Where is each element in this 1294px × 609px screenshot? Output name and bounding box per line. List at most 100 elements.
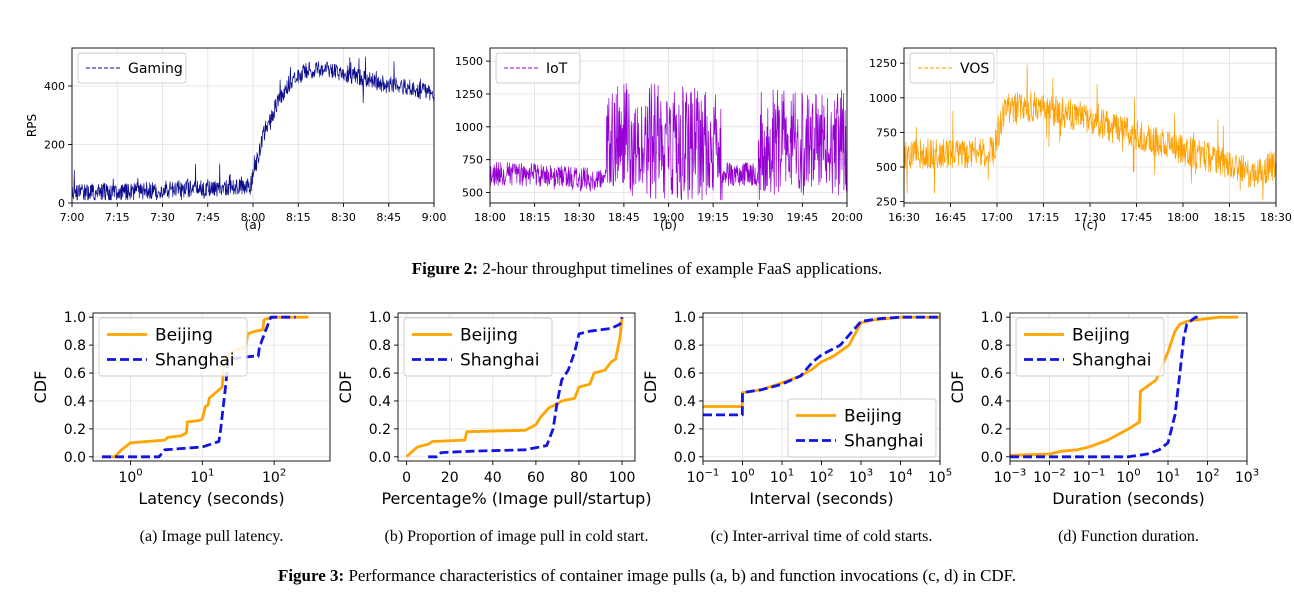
series-line xyxy=(903,64,1277,201)
chart-function-duration: 10−3 10−2 10−1 100 101 102 103 0.0 0.2 0.4 0.6 0.8 1… xyxy=(948,310,1259,545)
y-tick-label: 0.4 xyxy=(369,394,391,410)
subfigure-label: (a) Image pull latency. xyxy=(140,528,284,545)
x-axis-label: Percentage% (Image pull/startup) xyxy=(381,489,651,508)
y-tick-label: 0.6 xyxy=(369,366,391,382)
x-tick-label: 101 xyxy=(1156,468,1180,486)
series-line xyxy=(428,316,624,459)
x-axis-label: Duration (seconds) xyxy=(1052,489,1204,508)
x-tick-label: 101 xyxy=(770,468,794,486)
y-tick-label: 0.8 xyxy=(369,338,391,354)
x-tick-label: 20:00 xyxy=(831,211,863,224)
y-tick-label: 1000 xyxy=(869,92,897,105)
axis-ticks: 7:00 7:15 7:30 7:45 8:00 8:15 8:30 8:45 9:00 0 200… xyxy=(44,80,446,224)
y-tick-label: 1.0 xyxy=(674,310,696,326)
series-vos xyxy=(903,64,1277,201)
legend: Beijing Shanghai xyxy=(403,317,553,377)
series-gaming xyxy=(71,56,435,201)
axis-ticks: 10−3 10−2 10−1 100 101 102 103 0.0 0.2 0.4 0.6 0.8 1… xyxy=(981,310,1259,486)
axis-ticks: 16:30 16:45 17:00 17:15 17:30 17:45 18:00 18:15… xyxy=(869,57,1292,224)
y-tick-label: 0.2 xyxy=(674,422,696,438)
plot-frame xyxy=(397,312,636,462)
y-axis-label: CDF xyxy=(641,371,660,404)
series-line xyxy=(71,56,435,201)
axis-ticks: 10−1 100 101 102 103 104 105 0.0 0.2 0.4 0.6 0.8 1.0 xyxy=(674,310,952,486)
x-tick-label: 16:45 xyxy=(935,211,967,224)
y-tick-label: 0 xyxy=(58,197,65,210)
series-line xyxy=(102,315,309,459)
legend-label: IoT xyxy=(546,61,568,77)
chart-gaming-throughput: 7:00 7:15 7:30 7:45 8:00 8:15 8:30 8:45 9:00 0 200… xyxy=(25,47,446,232)
figure2-caption-text: 2-hour throughput timelines of example F… xyxy=(478,259,882,278)
chart-vos-throughput: 16:30 16:45 17:00 17:15 17:30 17:45 18:00 18:15… xyxy=(869,47,1292,232)
chart-image-pull-latency: 100 101 102 0.0 0.2 0.4 0.6 0.8 1.0 Latency (seco… xyxy=(31,310,331,545)
x-axis-label: Latency (seconds) xyxy=(138,489,284,508)
legend-label: Shanghai xyxy=(1072,351,1151,371)
y-tick-label: 0.6 xyxy=(674,366,696,382)
y-tick-label: 750 xyxy=(876,126,897,139)
x-tick-label: 60 xyxy=(527,470,545,486)
series-shanghai xyxy=(703,315,940,417)
subfigure-label: (b) xyxy=(660,218,677,232)
x-tick-label: 19:30 xyxy=(742,211,774,224)
chart-image-pull-proportion: 0 20 40 60 80 100 0.0 0.2 0.4 0.6 0.8 1.0 Percentage… xyxy=(336,310,652,545)
chart-iot-throughput: 18:00 18:15 18:30 18:45 19:00 19:15 19:30 19:45… xyxy=(455,47,863,232)
figure3-caption-label: Figure 3: xyxy=(278,566,344,585)
y-axis-label: CDF xyxy=(948,371,967,404)
y-tick-label: 0.2 xyxy=(369,422,391,438)
x-tick-label: 18:15 xyxy=(1214,211,1246,224)
y-tick-label: 0.2 xyxy=(64,422,86,438)
x-tick-label: 10−2 xyxy=(1033,468,1066,486)
axis-ticks: 0 20 40 60 80 100 0.0 0.2 0.4 0.6 0.8 1.0 xyxy=(369,310,636,486)
y-tick-label: 1.0 xyxy=(369,310,391,326)
legend-label: VOS xyxy=(960,61,989,77)
y-tick-label: 0.8 xyxy=(64,338,86,354)
y-tick-label: 0.0 xyxy=(674,450,696,466)
series-line xyxy=(489,83,848,201)
x-tick-label: 8:30 xyxy=(331,211,356,224)
x-tick-label: 17:15 xyxy=(1028,211,1060,224)
x-tick-label: 0 xyxy=(402,470,411,486)
x-tick-label: 40 xyxy=(484,470,502,486)
y-tick-label: 0.8 xyxy=(674,338,696,354)
x-tick-label: 100 xyxy=(1116,468,1140,486)
x-tick-label: 105 xyxy=(928,468,952,486)
legend-label: Shanghai xyxy=(460,351,539,371)
legend-label: Gaming xyxy=(128,61,183,77)
y-tick-label: 0.4 xyxy=(64,394,86,410)
legend: Gaming xyxy=(77,52,187,84)
x-tick-label: 8:45 xyxy=(376,211,401,224)
legend-label: Shanghai xyxy=(844,432,923,452)
x-tick-label: 8:00 xyxy=(241,211,266,224)
legend: IoT xyxy=(495,52,581,84)
x-tick-label: 17:30 xyxy=(1074,211,1106,224)
x-tick-label: 100 xyxy=(730,468,754,486)
legend-label: Beijing xyxy=(1072,326,1130,346)
y-tick-label: 0.4 xyxy=(981,394,1003,410)
series-beijing xyxy=(102,315,309,459)
axis-ticks: 100 101 102 0.0 0.2 0.4 0.6 0.8 1.0 xyxy=(64,310,287,486)
figure2-caption-label: Figure 2: xyxy=(412,259,478,278)
axis-ticks: 18:00 18:15 18:30 18:45 19:00 19:15 19:30 19:45… xyxy=(455,55,863,224)
x-tick-label: 17:45 xyxy=(1121,211,1153,224)
figure2-caption: Figure 2: 2-hour throughput timelines of… xyxy=(412,259,882,278)
y-tick-label: 750 xyxy=(462,154,483,167)
x-tick-label: 10−3 xyxy=(994,468,1027,486)
x-tick-label: 19:15 xyxy=(697,211,729,224)
subfigure-label: (c) xyxy=(1082,218,1098,232)
legend-box xyxy=(1015,317,1165,377)
x-tick-label: 104 xyxy=(888,468,912,486)
x-tick-label: 7:00 xyxy=(60,211,85,224)
legend-label: Beijing xyxy=(155,326,213,346)
x-tick-label: 10−1 xyxy=(1073,468,1106,486)
x-tick-label: 17:00 xyxy=(981,211,1013,224)
x-tick-label: 10−1 xyxy=(687,468,720,486)
x-tick-label: 18:30 xyxy=(563,211,595,224)
x-tick-label: 16:30 xyxy=(888,211,920,224)
x-tick-label: 7:45 xyxy=(195,211,220,224)
y-tick-label: 400 xyxy=(44,80,65,93)
legend-box xyxy=(98,317,248,377)
y-tick-label: 1.0 xyxy=(981,310,1003,326)
legend-box xyxy=(787,398,937,458)
legend: VOS xyxy=(909,52,995,84)
